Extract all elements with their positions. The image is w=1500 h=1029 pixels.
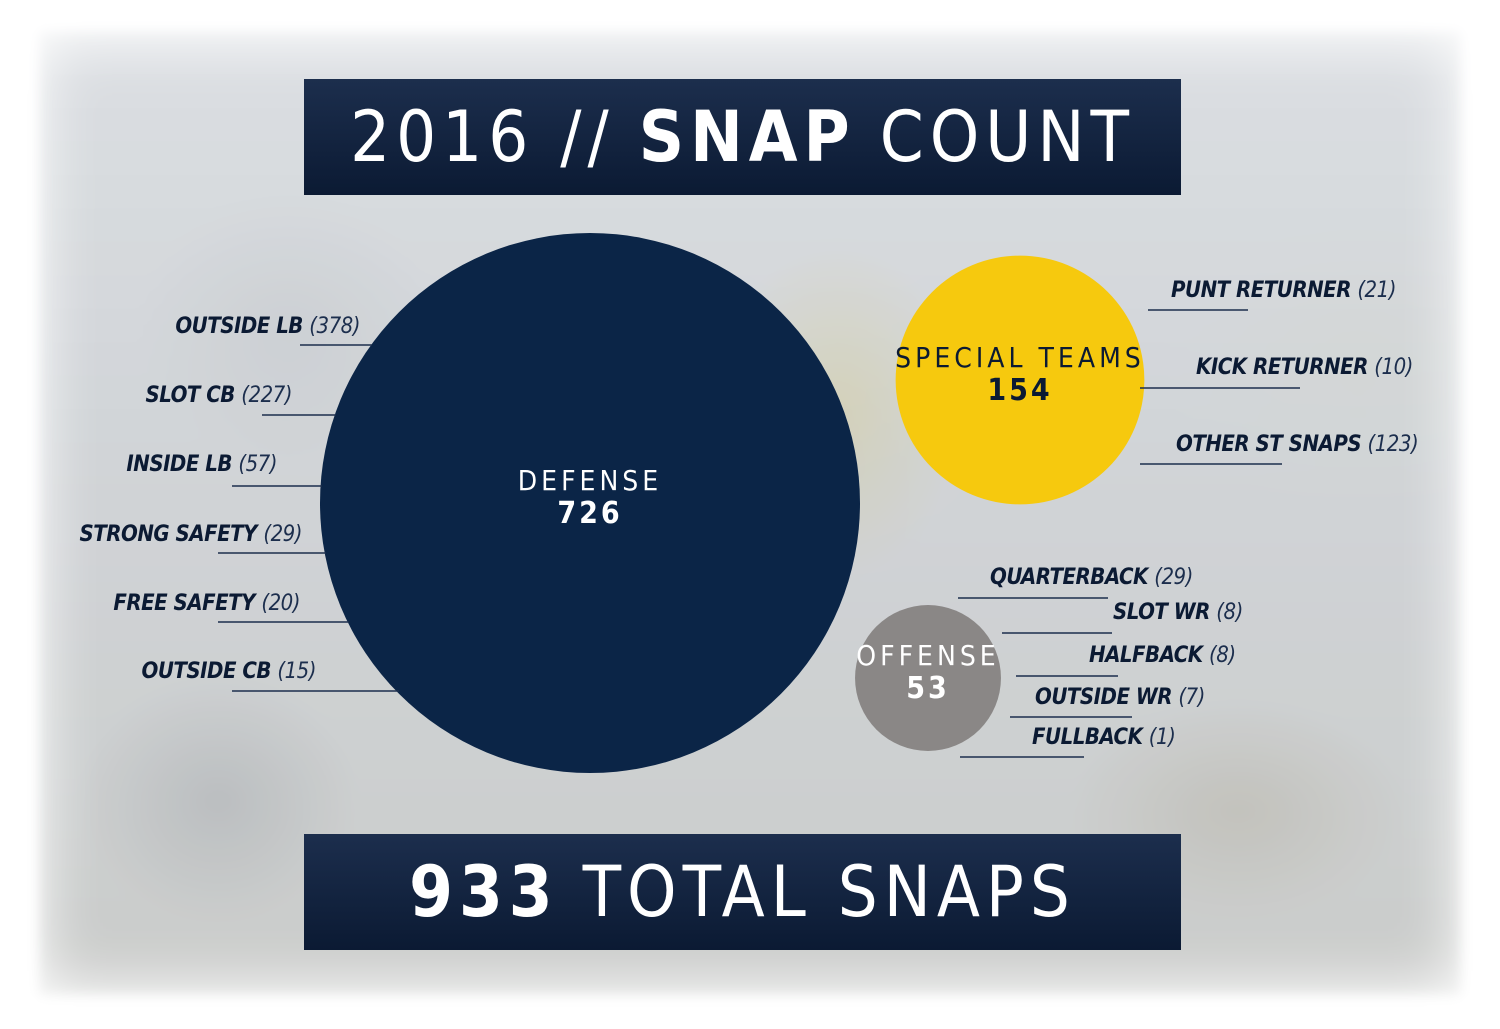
position-label: OUTSIDE LB (378) — [175, 314, 360, 339]
position-value: (20) — [261, 591, 300, 616]
position-value: (15) — [277, 659, 316, 684]
position-label: KICK RETURNER (10) — [1196, 355, 1413, 380]
bubble-offense — [855, 605, 1001, 751]
position-value: (1) — [1148, 725, 1176, 750]
position-value: (29) — [1154, 565, 1193, 590]
position-value: (227) — [241, 383, 292, 408]
position-label: FREE SAFETY (20) — [113, 591, 300, 616]
bubble-name: OFFENSE — [856, 639, 1000, 672]
position-value: (8) — [1216, 600, 1243, 625]
bubble-name: DEFENSE — [517, 464, 663, 497]
position-name: FREE SAFETY — [113, 591, 262, 616]
position-value: (57) — [238, 452, 277, 477]
position-label: PUNT RETURNER (21) — [1171, 278, 1396, 303]
total-label: TOTAL SNAPS — [582, 851, 1076, 933]
bubble-value: 53 — [906, 671, 950, 707]
position-label: SLOT WR (8) — [1113, 600, 1243, 625]
position-label: INSIDE LB (57) — [126, 452, 277, 477]
total-value: 933 — [409, 851, 559, 933]
total-banner: 933 TOTAL SNAPS — [304, 834, 1181, 950]
position-value: (123) — [1367, 432, 1419, 457]
bubble-label-offense: OFFENSE 53 — [768, 639, 1088, 707]
position-name: OTHER ST SNAPS — [1176, 432, 1368, 457]
bubble-value: 726 — [557, 496, 623, 532]
position-value: (29) — [263, 522, 302, 547]
title-rest: COUNT — [879, 96, 1135, 178]
position-name: SLOT CB — [145, 383, 242, 408]
position-value: (7) — [1178, 685, 1205, 710]
title-year: 2016 // — [350, 96, 615, 178]
position-label: OUTSIDE WR (7) — [1035, 685, 1205, 710]
bubble-value: 154 — [987, 373, 1053, 409]
position-name: SLOT WR — [1113, 600, 1217, 625]
position-name: OUTSIDE WR — [1035, 685, 1179, 710]
position-name: STRONG SAFETY — [79, 522, 264, 547]
position-name: PUNT RETURNER — [1171, 278, 1358, 303]
position-name: OUTSIDE LB — [175, 314, 310, 339]
position-name: QUARTERBACK — [990, 565, 1155, 590]
title-banner: 2016 // SNAP COUNT — [304, 79, 1181, 195]
position-name: OUTSIDE CB — [141, 659, 278, 684]
position-value: (10) — [1374, 355, 1413, 380]
position-label: HALFBACK (8) — [1089, 643, 1236, 668]
position-name: FULLBACK — [1032, 725, 1149, 750]
position-value: (8) — [1209, 643, 1236, 668]
position-label: FULLBACK (1) — [1032, 725, 1176, 750]
position-label: OUTSIDE CB (15) — [142, 659, 317, 684]
position-value: (21) — [1357, 278, 1396, 303]
position-label: STRONG SAFETY (29) — [80, 522, 303, 547]
title-bold: SNAP — [638, 96, 856, 178]
position-name: KICK RETURNER — [1196, 355, 1375, 380]
position-name: HALFBACK — [1089, 643, 1209, 668]
bubble-defense — [320, 233, 860, 773]
bubble-label-special-teams: SPECIAL TEAMS 154 — [860, 341, 1180, 409]
position-label: OTHER ST SNAPS (123) — [1176, 432, 1419, 457]
position-name: INSIDE LB — [126, 452, 239, 477]
position-label: QUARTERBACK (29) — [990, 565, 1193, 590]
position-value: (378) — [309, 314, 360, 339]
bubble-label-defense: DEFENSE 726 — [430, 464, 750, 532]
bubble-name: SPECIAL TEAMS — [895, 341, 1145, 374]
position-label: SLOT CB (227) — [145, 383, 292, 408]
bubble-special-teams — [895, 255, 1145, 505]
